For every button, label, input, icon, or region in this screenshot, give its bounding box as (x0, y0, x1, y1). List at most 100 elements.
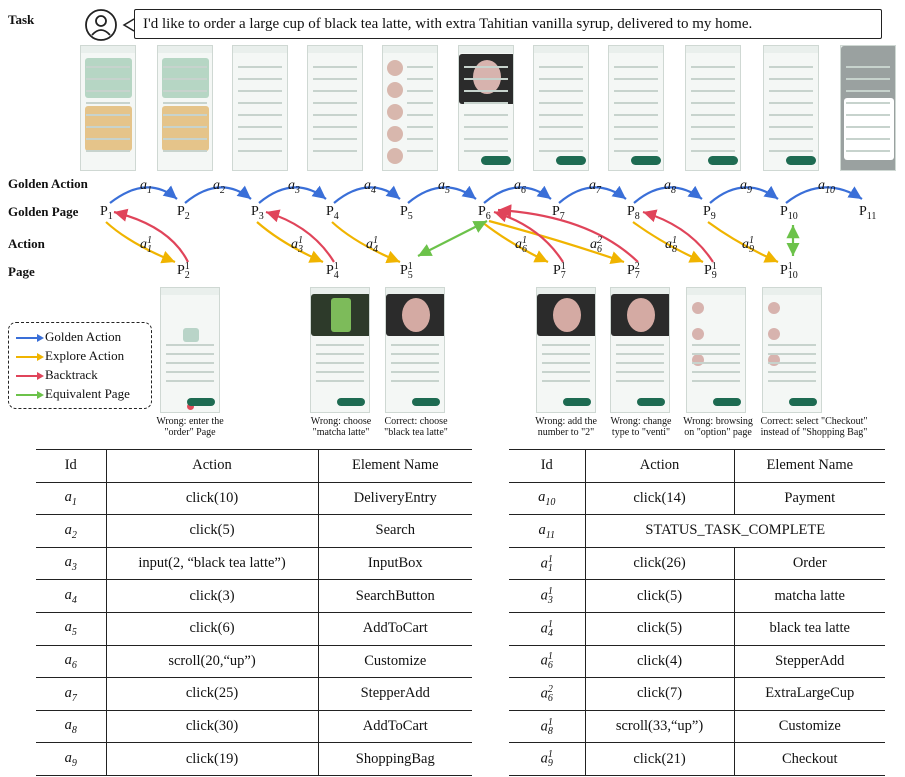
action-id: a8 (36, 709, 107, 744)
table-row: a 1 3 click(5) matcha latte (509, 579, 885, 613)
action-text: click(4) (585, 644, 735, 679)
element-name: black tea latte (734, 611, 885, 646)
table-row: a3 input(2, “black tea latte”) InputBox (36, 546, 472, 581)
element-name: Payment (734, 481, 885, 516)
action-text: click(30) (106, 709, 319, 744)
golden-page-P3: P3 (251, 204, 264, 222)
golden-page-screenshot (533, 45, 589, 171)
element-name: AddToCart (318, 709, 472, 744)
action-id: a9 (36, 742, 107, 776)
table-row: a7 click(25) StepperAdd (36, 677, 472, 711)
element-name: Search (318, 514, 472, 548)
golden-action-a10: a10 (818, 178, 835, 196)
element-name: InputBox (318, 546, 472, 581)
explore-caption: Wrong: add the number to "2" (535, 416, 597, 438)
golden-action-a3: a3 (288, 178, 300, 196)
element-name: Order (734, 546, 885, 581)
table-row: a11 STATUS_TASK_COMPLETE (509, 514, 885, 548)
legend-item: Equivalent Page (15, 386, 130, 402)
element-name: DeliveryEntry (318, 481, 472, 516)
element-name: Checkout (734, 742, 885, 776)
action-label: Action (8, 236, 45, 251)
golden-page-screenshot (840, 45, 896, 171)
action-id: a2 (36, 514, 107, 548)
golden-page-screenshot (157, 45, 213, 171)
golden-page-screenshot (763, 45, 819, 171)
col-action: Action (585, 449, 735, 483)
table-row: a1 click(10) DeliveryEntry (36, 481, 472, 516)
golden-action-a9: a9 (740, 178, 752, 196)
action-text: click(10) (106, 481, 319, 516)
table-row: a2 click(5) Search (36, 514, 472, 548)
action-text: input(2, “black tea latte”) (106, 546, 319, 581)
action-text: click(25) (106, 677, 319, 711)
legend-item: Golden Action (15, 329, 121, 345)
action-text: click(5) (585, 611, 735, 646)
explore-caption: Wrong: browsing on "option" page (683, 416, 753, 438)
golden-page-P11: P11 (859, 204, 877, 222)
golden-page-screenshot (382, 45, 438, 171)
col-id: Id (509, 449, 586, 483)
explore-page-screenshot (310, 287, 370, 413)
col-id: Id (36, 449, 107, 483)
action-id: a11 (509, 514, 586, 548)
table-row: a 2 6 click(7) ExtraLargeCup (509, 677, 885, 711)
golden-page-screenshot (232, 45, 288, 171)
explore-page-screenshot (536, 287, 596, 413)
col-action: Action (106, 449, 319, 483)
action-id: a4 (36, 579, 107, 613)
golden-page-P9: P9 (703, 204, 716, 222)
action-text: click(14) (585, 481, 735, 516)
golden-action-a5: a5 (438, 178, 450, 196)
element-name: ExtraLargeCup (734, 677, 885, 711)
action-text: click(6) (106, 611, 319, 646)
arrow-icon (16, 372, 44, 381)
action-text: click(26) (585, 546, 735, 581)
action-text: STATUS_TASK_COMPLETE (585, 514, 885, 548)
action-text: click(5) (585, 579, 735, 613)
action-text: click(5) (106, 514, 319, 548)
explore-page-screenshot (762, 287, 822, 413)
golden-page-P5: P5 (400, 204, 413, 222)
explore-caption: Wrong: change type to "venti" (610, 416, 672, 438)
explore-caption: Correct: select "Checkout" instead of "S… (760, 416, 868, 438)
element-name: AddToCart (318, 611, 472, 646)
golden-action-a4: a4 (364, 178, 376, 196)
golden-page-P1: P1 (100, 204, 113, 222)
action-text: click(7) (585, 677, 735, 711)
arrow-icon (16, 334, 44, 343)
action-id: a5 (36, 611, 107, 646)
explore-page-screenshot (160, 287, 220, 413)
golden-action-a2: a2 (213, 178, 225, 196)
golden-page-screenshot (685, 45, 741, 171)
golden-page-P2: P2 (177, 204, 190, 222)
golden-page-P10: P10 (780, 204, 798, 222)
col-element: Element Name (734, 449, 885, 483)
action-id: a7 (36, 677, 107, 711)
element-name: Customize (734, 709, 885, 744)
golden-page-screenshot (458, 45, 514, 171)
action-id: a1 (36, 481, 107, 516)
table-row: a 1 8 scroll(33,“up”) Customize (509, 709, 885, 744)
explore-caption: Wrong: choose "matcha latte" (310, 416, 372, 438)
legend-item: Explore Action (15, 348, 124, 364)
page-label: Page (8, 264, 35, 279)
action-id: a3 (36, 546, 107, 581)
golden-page-screenshot (608, 45, 664, 171)
